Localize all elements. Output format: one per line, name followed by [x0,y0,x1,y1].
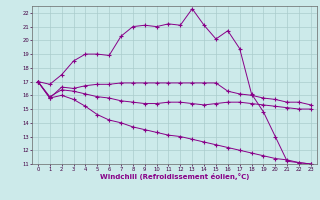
X-axis label: Windchill (Refroidissement éolien,°C): Windchill (Refroidissement éolien,°C) [100,173,249,180]
